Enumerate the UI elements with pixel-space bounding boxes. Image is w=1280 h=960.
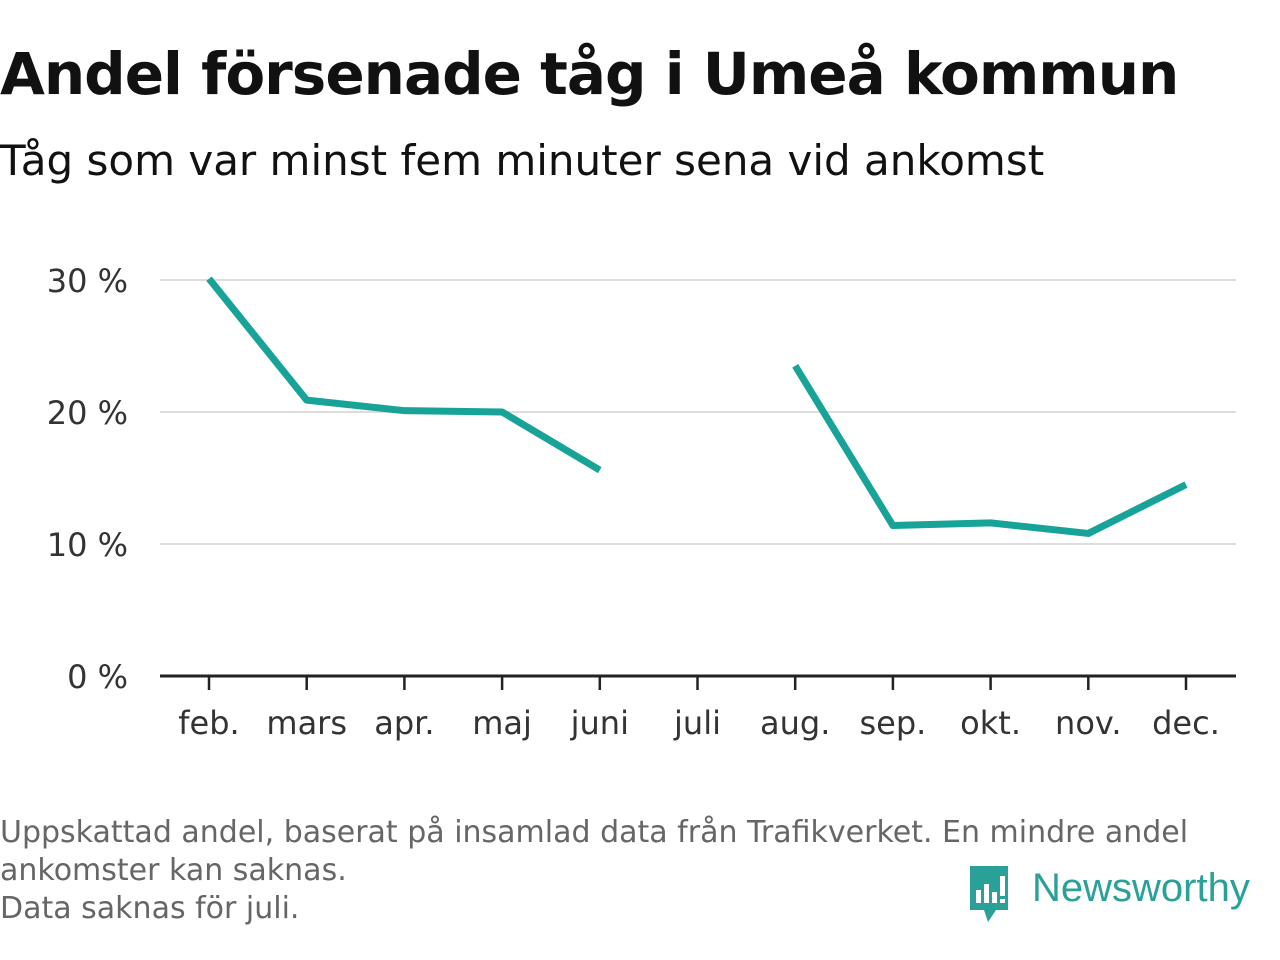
footnote-line-1: Uppskattad andel, baserat på insamlad da… (0, 815, 1189, 850)
y-axis-ticks: 0 % 10 % 20 % 30 % (47, 262, 128, 696)
line-chart: 0 % 10 % 20 % 30 % feb. mars apr. maj juni juli a… (47, 262, 1236, 742)
y-tick-label: 30 % (47, 262, 128, 300)
y-tick-label: 10 % (47, 526, 128, 564)
x-tick-label: apr. (374, 704, 434, 742)
brand-logo: Newsworthy (964, 862, 1276, 926)
chart-subtitle: Tåg som var minst fem minuter sena vid a… (0, 136, 1045, 185)
x-tick-label: dec. (1152, 704, 1220, 742)
chart-title: Andel försenade tåg i Umeå kommun (0, 40, 1179, 108)
x-tick-label: aug. (760, 704, 830, 742)
x-tick-label: sep. (859, 704, 926, 742)
y-tick-label: 20 % (47, 394, 128, 432)
y-tick-label: 0 % (67, 658, 128, 696)
x-tick-label: maj (472, 704, 532, 742)
footnote-line-3: Data saknas för juli. (0, 891, 300, 926)
x-tick-label: nov. (1055, 704, 1121, 742)
series-lines (206, 276, 1188, 537)
newsworthy-logo-icon (970, 866, 1008, 922)
series-line-segment (206, 276, 602, 474)
footnote-line-2: ankomster kan saknas. (0, 853, 347, 888)
x-tick-label: mars (266, 704, 347, 742)
x-tick-label: juni (570, 704, 629, 742)
grid-lines (160, 279, 1236, 545)
series-line-segment (792, 363, 1188, 537)
x-tick-label: okt. (960, 704, 1021, 742)
x-axis: feb. mars apr. maj juni juli aug. sep. okt. nov. d… (160, 674, 1236, 742)
footnote: Uppskattad andel, baserat på insamlad da… (0, 814, 1270, 928)
x-tick-label: juli (673, 704, 721, 742)
x-tick-label: feb. (178, 704, 239, 742)
brand-name: Newsworthy (1032, 866, 1250, 910)
